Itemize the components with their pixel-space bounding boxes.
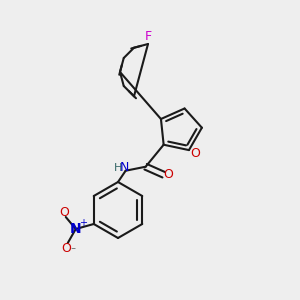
- Text: H: H: [113, 163, 122, 173]
- Text: ⁻: ⁻: [70, 246, 75, 256]
- Text: O: O: [61, 242, 71, 256]
- Text: +: +: [79, 218, 87, 228]
- Text: N: N: [70, 222, 82, 236]
- Text: O: O: [164, 168, 174, 181]
- Text: O: O: [59, 206, 69, 218]
- Text: O: O: [190, 147, 200, 160]
- Text: F: F: [144, 29, 152, 43]
- Text: N: N: [120, 161, 129, 174]
